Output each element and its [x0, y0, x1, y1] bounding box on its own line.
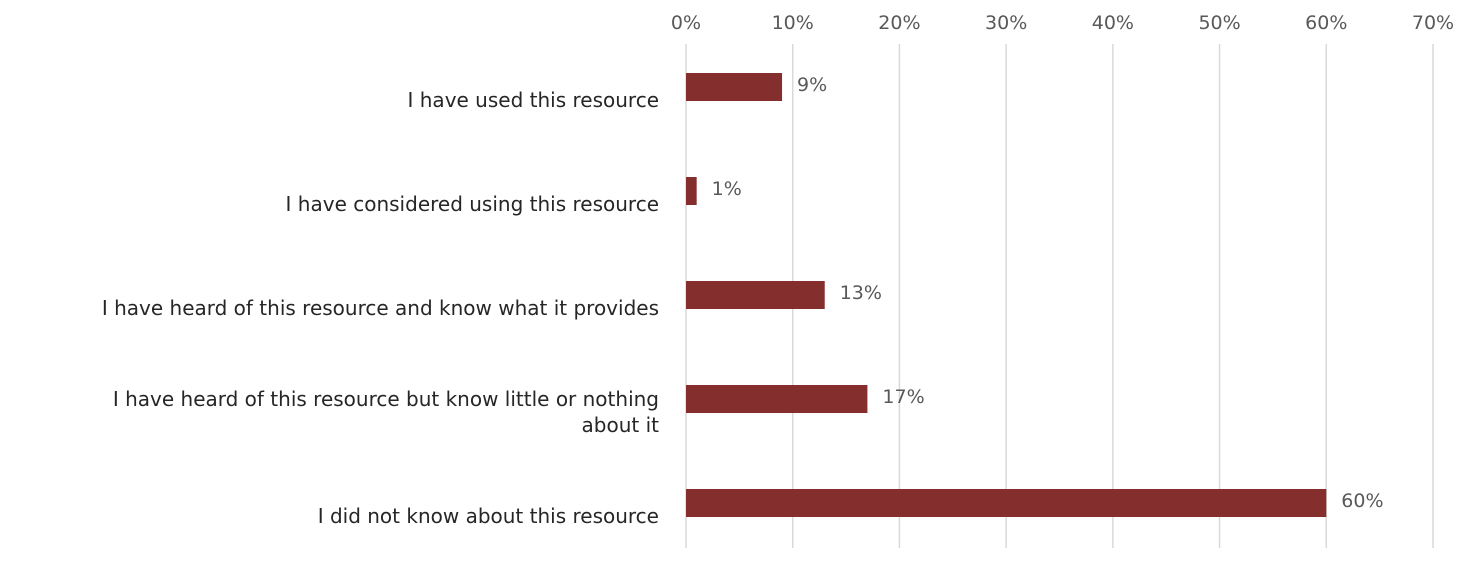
x-tick-label: 70% — [1412, 12, 1454, 34]
bar — [686, 73, 783, 101]
data-label: 13% — [840, 282, 882, 304]
category-label: I did not know about this resource — [318, 504, 659, 528]
x-tick-label: 0% — [671, 12, 701, 34]
category-label: I have considered using this resource — [286, 192, 659, 216]
x-tick-label: 10% — [772, 12, 814, 34]
data-label: 17% — [882, 386, 924, 408]
x-tick-label: 30% — [985, 12, 1027, 34]
bars — [686, 73, 1327, 517]
x-tick-label: 50% — [1198, 12, 1240, 34]
data-label: 60% — [1341, 490, 1383, 512]
data-label: 9% — [797, 74, 827, 96]
x-tick-label: 20% — [878, 12, 920, 34]
category-labels: I have used this resource I have consider… — [102, 88, 659, 528]
bar — [686, 385, 868, 413]
data-labels: 9% 1% 13% 17% 60% — [712, 74, 1384, 512]
bar — [686, 489, 1327, 517]
category-label: I have heard of this resource and know w… — [102, 296, 659, 320]
x-axis-tick-labels: 0% 10% 20% 30% 40% 50% 60% 70% — [671, 12, 1454, 34]
category-label: I have used this resource — [408, 88, 660, 112]
bar — [686, 281, 825, 309]
data-label: 1% — [712, 178, 742, 200]
category-label: I have heard of this resource but know l… — [113, 387, 659, 437]
bar — [686, 177, 697, 205]
gridlines — [685, 44, 1434, 548]
x-tick-label: 40% — [1092, 12, 1134, 34]
x-tick-label: 60% — [1305, 12, 1347, 34]
